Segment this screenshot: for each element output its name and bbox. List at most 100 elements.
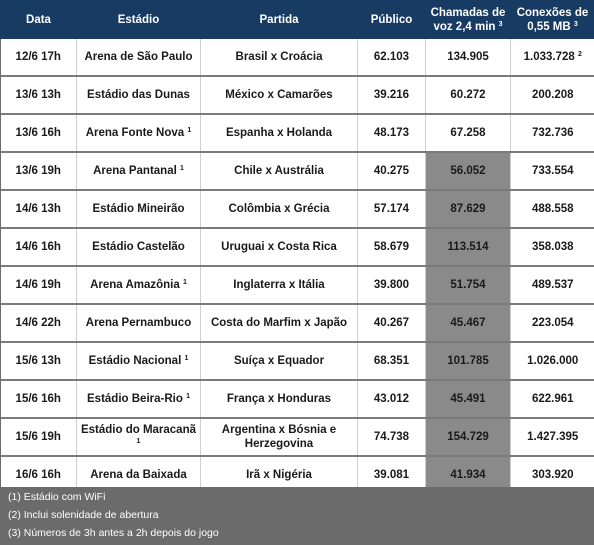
cell-conexoes-text: 1.033.728 — [523, 51, 575, 63]
cell-estadio-text: Estádio Beira-Rio — [87, 393, 183, 405]
table-row: 14/6 13h Estádio Mineirão Colômbia x Gréci… — [0, 190, 594, 229]
table-header: Data Estádio Partida Público Chamadas de… — [0, 0, 594, 39]
cell-data: 13/6 16h — [0, 114, 77, 153]
footnote-marker: 2 — [577, 51, 582, 58]
cell-estadio: Estádio Beira-Rio 1 — [76, 380, 201, 419]
cell-conexoes-text: 1.026.000 — [527, 355, 579, 367]
cell-chamadas-text: 60.272 — [450, 89, 486, 101]
cell-data-text: 14/6 16h — [15, 241, 61, 253]
cell-partida-text: Irã x Nigéria — [246, 469, 312, 481]
footnote-marker: 3 — [498, 20, 503, 28]
cell-publico: 62.103 — [357, 38, 426, 77]
cell-chamadas: 45.467 — [425, 304, 511, 343]
cell-chamadas: 60.272 — [425, 76, 511, 115]
table-row: 14/6 22h Arena Pernambuco Costa do Marfim … — [0, 304, 594, 343]
cell-partida: Suíça x Equador — [200, 342, 358, 381]
cell-chamadas: 134.905 — [425, 38, 511, 77]
cell-chamadas-text: 113.514 — [447, 241, 489, 253]
cell-publico: 48.173 — [357, 114, 426, 153]
cell-data-text: 13/6 16h — [15, 127, 61, 139]
cell-estadio-text: Arena de São Paulo — [84, 51, 193, 63]
cell-chamadas-text: 134.905 — [447, 51, 489, 63]
cell-conexoes: 622.961 — [510, 380, 594, 419]
cell-publico: 39.216 — [357, 76, 426, 115]
cell-conexoes-text: 223.054 — [531, 317, 574, 329]
cell-data: 15/6 19h — [0, 418, 77, 457]
table-row: 15/6 16h Estádio Beira-Rio 1 França x Hond… — [0, 380, 594, 419]
cell-data: 14/6 22h — [0, 304, 77, 343]
cell-conexoes: 1.033.728 2 — [510, 38, 594, 77]
header-chamadas: Chamadas de voz 2,4 min 3 — [425, 0, 511, 39]
header-chamadas-line2: voz 2,4 min 3 — [428, 20, 508, 34]
cell-estadio-text: Estádio das Dunas — [87, 89, 190, 101]
cell-publico-text: 58.679 — [373, 241, 410, 253]
cell-chamadas: 45.491 — [425, 380, 511, 419]
cell-estadio-text: Arena Pernambuco — [85, 317, 192, 329]
cell-conexoes: 733.554 — [510, 152, 594, 191]
cell-conexoes-text: 200.208 — [531, 89, 574, 101]
cell-estadio: Arena de São Paulo — [76, 38, 201, 77]
cell-data: 15/6 13h — [0, 342, 77, 381]
table-body: 12/6 17h Arena de São Paulo Brasil x Croác… — [0, 38, 594, 495]
cell-conexoes: 223.054 — [510, 304, 594, 343]
cell-publico-text: 62.103 — [373, 51, 410, 63]
cell-partida: Argentina x Bósnia e Herzegovina — [200, 418, 358, 457]
cell-data-text: 15/6 16h — [15, 393, 61, 405]
cell-publico-text: 57.174 — [373, 203, 410, 215]
cell-partida-text: Colômbia x Grécia — [228, 203, 330, 215]
cell-chamadas-text: 56.052 — [450, 165, 486, 177]
cell-data-text: 14/6 13h — [15, 203, 61, 215]
cell-partida: Inglaterra x Itália — [200, 266, 358, 305]
cell-data: 14/6 19h — [0, 266, 77, 305]
footnote-2: (2) Inclui solenidade de abertura — [8, 509, 159, 521]
header-conexoes-line1: Conexões de — [516, 6, 589, 19]
table-row: 13/6 16h Arena Fonte Nova 1 Espanha x Hola… — [0, 114, 594, 153]
cell-chamadas: 51.754 — [425, 266, 511, 305]
header-row: Data Estádio Partida Público Chamadas de… — [0, 0, 594, 39]
cell-partida: Brasil x Croácia — [200, 38, 358, 77]
cell-estadio: Estádio Nacional 1 — [76, 342, 201, 381]
header-partida: Partida — [200, 0, 358, 39]
footnote-marker: 1 — [182, 279, 187, 286]
cell-data-text: 15/6 13h — [15, 355, 61, 367]
cell-chamadas: 154.729 — [425, 418, 511, 457]
cell-publico-text: 43.012 — [373, 393, 410, 405]
cell-estadio: Arena Pantanal 1 — [76, 152, 201, 191]
cell-partida: Costa do Marfim x Japão — [200, 304, 358, 343]
header-chamadas-text: voz 2,4 min — [433, 20, 496, 33]
table-row: 13/6 13h Estádio das Dunas México x Camarõ… — [0, 76, 594, 115]
cell-chamadas-text: 45.467 — [450, 317, 486, 329]
header-publico: Público — [357, 0, 426, 39]
cell-conexoes-text: 489.537 — [531, 279, 574, 291]
cell-estadio: Estádio das Dunas — [76, 76, 201, 115]
cell-estadio: Arena Fonte Nova 1 — [76, 114, 201, 153]
cell-chamadas: 67.258 — [425, 114, 511, 153]
header-conexoes: Conexões de 0,55 MB 3 — [510, 0, 594, 39]
cell-estadio-text: Arena Pantanal — [93, 165, 177, 177]
cell-chamadas-text: 45.491 — [450, 393, 486, 405]
cell-partida-text: Uruguai x Costa Rica — [221, 241, 337, 253]
cell-conexoes: 732.736 — [510, 114, 594, 153]
cell-partida-text: Argentina x Bósnia e Herzegovina — [221, 424, 337, 450]
cell-partida: México x Camarões — [200, 76, 358, 115]
cell-partida-text: Espanha x Holanda — [225, 127, 333, 139]
cell-conexoes-text: 733.554 — [531, 165, 574, 177]
cell-partida-text: Chile x Austrália — [234, 165, 324, 177]
cell-estadio-text: Estádio Castelão — [92, 241, 185, 253]
footnote-marker: 1 — [186, 393, 190, 400]
table-row: 15/6 13h Estádio Nacional 1 Suíça x Equado… — [0, 342, 594, 381]
cell-publico: 43.012 — [357, 380, 426, 419]
cell-data: 13/6 19h — [0, 152, 77, 191]
data-table: Data Estádio Partida Público Chamadas de… — [0, 0, 594, 495]
cell-publico-text: 40.267 — [373, 317, 410, 329]
cell-partida: Chile x Austrália — [200, 152, 358, 191]
table-row: 15/6 19h Estádio do Maracanã 1 Argentina x… — [0, 418, 594, 457]
footnote-marker: 3 — [573, 20, 578, 28]
header-estadio: Estádio — [76, 0, 201, 39]
cell-estadio-text: Estádio Nacional — [88, 355, 182, 367]
cell-data: 15/6 16h — [0, 380, 77, 419]
cell-estadio: Estádio Castelão — [76, 228, 201, 267]
cell-estadio-text: Arena Fonte Nova — [85, 127, 185, 139]
cell-publico: 58.679 — [357, 228, 426, 267]
